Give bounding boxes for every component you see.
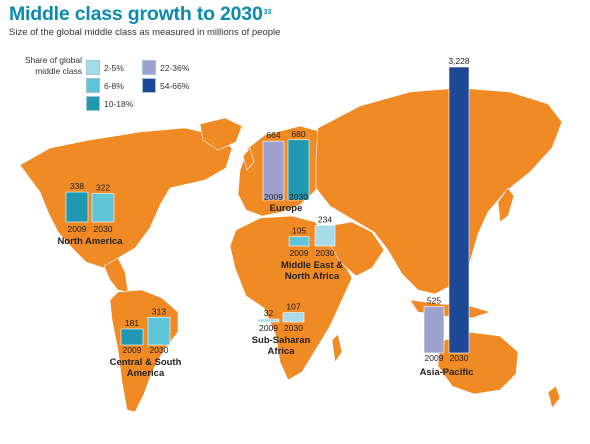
bar-value-label: 32 — [264, 308, 274, 318]
chart-subtitle: Size of the global middle class as measu… — [9, 27, 281, 38]
bar-value-label: 105 — [292, 226, 306, 236]
legend-label: 2-5% — [104, 62, 124, 73]
region-group — [120, 316, 171, 346]
chart-title: Middle class growth to 2030 — [9, 3, 263, 25]
bar — [288, 236, 310, 247]
bar-value-label: 3,228 — [448, 56, 470, 66]
region-name-label: Sub-Saharan — [252, 335, 311, 346]
year-label: 2030 — [94, 224, 113, 234]
legend-item: 2-5% — [86, 60, 124, 75]
legend-title: Share of global middle class — [24, 55, 82, 76]
legend-item: 10-18% — [86, 96, 133, 111]
bar-value-label: 234 — [318, 214, 332, 224]
bar — [262, 140, 285, 201]
new-zealand-landmass — [547, 385, 561, 409]
uk-landmass — [242, 147, 255, 171]
region-group — [262, 139, 310, 201]
legend-swatch — [86, 78, 100, 93]
legend-swatch — [86, 60, 100, 75]
year-label: 2009 — [123, 345, 142, 355]
bar-value-label: 322 — [96, 182, 110, 192]
region-group — [423, 66, 470, 354]
year-label: 2030 — [289, 192, 308, 202]
chart-title-block: Middle class growth to 203033 — [9, 3, 271, 26]
legend-label: 10-18% — [104, 98, 134, 109]
japan-landmass — [497, 187, 515, 223]
legend-swatch — [142, 78, 156, 93]
year-label: 2009 — [68, 224, 87, 234]
bar-value-label: 680 — [291, 129, 305, 139]
middle-east-landmass — [327, 221, 385, 277]
asia-landmass — [315, 87, 563, 295]
bar — [147, 316, 171, 346]
legend-swatch — [86, 96, 100, 111]
bar — [257, 318, 280, 323]
title-footnote: 33 — [263, 8, 272, 16]
africa-landmass — [229, 215, 353, 381]
bar-value-label: 181 — [125, 318, 139, 328]
region-name-label: North America — [57, 236, 123, 247]
bar — [282, 312, 305, 323]
legend-label: 6-8% — [104, 80, 124, 91]
bar-value-label: 664 — [266, 130, 280, 140]
year-label: 2030 — [150, 345, 169, 355]
year-label: 2030 — [450, 353, 469, 363]
region-name-label: America — [127, 368, 165, 379]
chart-layer: 338 2009 322 2030 North America 664 2009 680 203… — [57, 56, 473, 379]
region-name-label: Middle East & — [281, 260, 343, 271]
year-label: 2009 — [259, 323, 278, 333]
bar-value-label: 525 — [427, 295, 441, 305]
region-name-label: Europe — [270, 203, 303, 214]
region-name-label: North Africa — [285, 271, 340, 282]
legend-item: 54-66% — [142, 78, 189, 93]
bar — [287, 139, 310, 201]
region-name-label: Africa — [268, 346, 296, 357]
region-group — [65, 191, 115, 223]
region-group — [288, 224, 336, 247]
year-label: 2009 — [290, 248, 309, 258]
legend-swatch — [142, 60, 156, 75]
bar — [91, 193, 115, 223]
legend-label: 22-36% — [160, 62, 190, 73]
year-label: 2009 — [264, 192, 283, 202]
bar-value-label: 313 — [152, 306, 166, 316]
bar — [314, 224, 336, 247]
bar-value-label: 107 — [286, 302, 300, 312]
region-group — [257, 312, 305, 323]
region-name-label: Central & South — [110, 357, 182, 368]
legend-item: 22-36% — [142, 60, 189, 75]
greenland-landmass — [199, 117, 243, 151]
bar — [448, 66, 470, 354]
bar-value-label: 338 — [70, 181, 84, 191]
madagascar-landmass — [331, 333, 343, 363]
legend-item: 6-8% — [86, 78, 124, 93]
legend-label: 54-66% — [160, 80, 190, 91]
bar — [423, 306, 445, 354]
bar — [120, 328, 144, 346]
year-label: 2030 — [284, 323, 303, 333]
year-label: 2030 — [316, 248, 335, 258]
north-america-landmass — [19, 127, 233, 269]
region-name-label: Asia-Pacific — [420, 367, 474, 378]
year-label: 2009 — [425, 353, 444, 363]
bar — [65, 191, 89, 223]
